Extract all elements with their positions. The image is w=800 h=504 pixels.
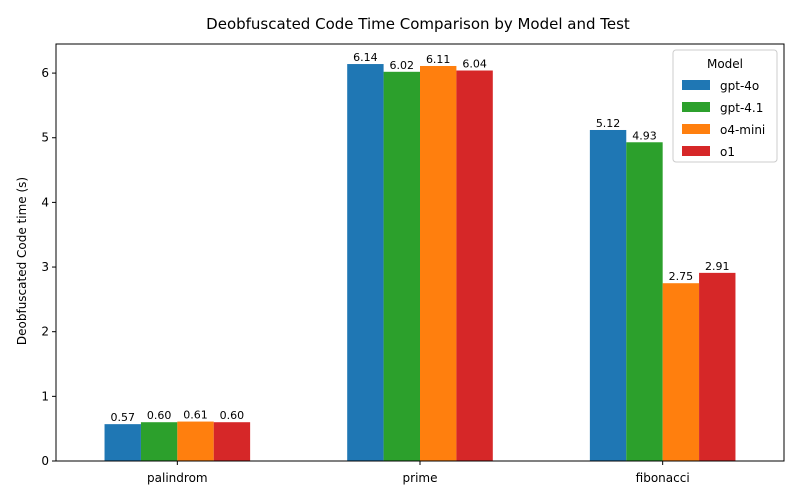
bar: [213, 422, 251, 461]
bar-value-label: 6.14: [353, 51, 378, 64]
bar-value-label: 5.12: [596, 117, 621, 130]
bar-value-label: 4.93: [632, 129, 657, 142]
legend-swatch: [682, 80, 710, 90]
bar: [347, 64, 384, 461]
legend-items: gpt-4o gpt-4.1 o4-mini o1: [682, 79, 765, 159]
y-tick-label: 6: [41, 66, 49, 80]
bar: [662, 283, 700, 461]
y-tick-label: 3: [41, 260, 49, 274]
y-axis: 0 1 2 3 4 5 6: [41, 66, 56, 468]
bar-value-label: 2.75: [669, 270, 694, 283]
legend-label: o4-mini: [720, 123, 765, 137]
bar: [383, 71, 420, 462]
bar: [177, 421, 214, 461]
x-axis: palindrom prime fibonacci: [147, 461, 690, 485]
bars-layer: [104, 64, 736, 462]
legend-label: gpt-4o: [720, 79, 759, 93]
bar-value-label: 6.04: [462, 58, 487, 71]
legend-swatch: [682, 102, 710, 112]
legend-swatch: [682, 146, 710, 156]
y-axis-label: Deobfuscated Code time (s): [15, 177, 29, 345]
bar-value-label: 0.57: [110, 411, 135, 424]
legend-title: Model: [707, 57, 743, 71]
bar: [626, 142, 663, 461]
bar: [699, 272, 736, 461]
y-tick-label: 1: [41, 389, 49, 403]
bar-value-label: 0.60: [147, 409, 172, 422]
bar: [456, 70, 493, 462]
legend-label: gpt-4.1: [720, 101, 763, 115]
x-tick-label: palindrom: [147, 471, 208, 485]
x-tick-label: prime: [403, 471, 438, 485]
bar-value-label: 6.02: [390, 59, 415, 72]
bar-value-label: 6.11: [426, 53, 451, 66]
bar-value-label: 0.61: [183, 409, 208, 422]
plot-frame: [55, 43, 785, 462]
legend: Model gpt-4o gpt-4.1 o4-mini o1: [672, 49, 778, 163]
legend-swatch: [682, 124, 710, 134]
bar-value-label: 0.60: [220, 409, 245, 422]
y-tick-label: 0: [41, 454, 49, 468]
bar: [140, 422, 178, 461]
y-tick-label: 4: [41, 195, 49, 209]
chart-title: Deobfuscated Code Time Comparison by Mod…: [206, 15, 630, 33]
legend-label: o1: [720, 145, 735, 159]
bar: [589, 129, 627, 461]
bar-value-label: 2.91: [705, 260, 730, 273]
bar: [104, 424, 141, 461]
x-tick-label: fibonacci: [636, 471, 690, 485]
y-tick-label: 5: [41, 131, 49, 145]
y-tick-label: 2: [41, 325, 49, 339]
bar-labels-layer: 0.57 6.14 5.12 0.60 6.02 4.93 0.61 6.11 2.75 0.60…: [110, 51, 729, 424]
bar: [420, 65, 457, 462]
